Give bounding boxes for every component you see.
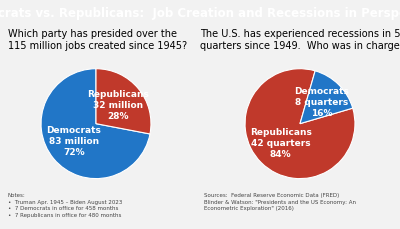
- Text: Republicans
32 million
28%: Republicans 32 million 28%: [87, 90, 149, 121]
- Text: Notes:
•  Truman Apr. 1945 – Biden August 2023
•  7 Democrats in office for 458 : Notes: • Truman Apr. 1945 – Biden August…: [8, 193, 122, 218]
- Wedge shape: [300, 71, 353, 124]
- Text: Republicans
42 quarters
84%: Republicans 42 quarters 84%: [250, 128, 312, 159]
- Text: Democrats
8 quarters
16%: Democrats 8 quarters 16%: [294, 87, 349, 118]
- Text: Democrats vs. Republicans:  Job Creation and Recessions in Perspective: Democrats vs. Republicans: Job Creation …: [0, 7, 400, 20]
- Text: Sources:  Federal Reserve Economic Data (FRED)
Blinder & Watson: "Presidents and: Sources: Federal Reserve Economic Data (…: [204, 193, 356, 211]
- Text: Democrats
83 million
72%: Democrats 83 million 72%: [46, 126, 102, 158]
- Wedge shape: [41, 69, 150, 179]
- Text: The U.S. has experienced recessions in 50
quarters since 1949.  Who was in charg: The U.S. has experienced recessions in 5…: [200, 29, 400, 51]
- Wedge shape: [245, 69, 355, 179]
- Text: Which party has presided over the
115 million jobs created since 1945?: Which party has presided over the 115 mi…: [8, 29, 187, 51]
- Wedge shape: [96, 69, 151, 134]
